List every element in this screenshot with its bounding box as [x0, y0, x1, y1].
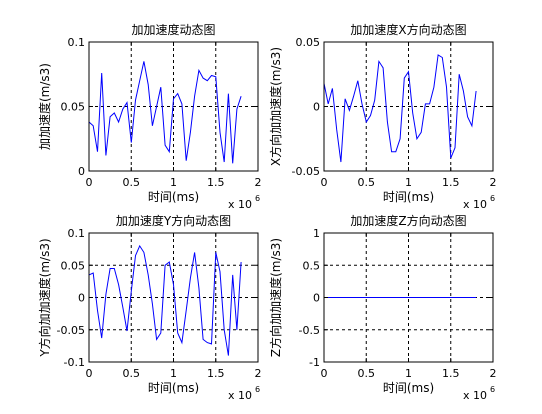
- y-tick-label: 0: [313, 101, 320, 114]
- data-series-line: [323, 54, 477, 163]
- chart-panel-3: 0 0.5 1 1.5 2 -0.1 -0.05 0 0.05 0.1 加加速度Y方向动态图时间(m…: [37, 213, 262, 402]
- y-tick-label: 0.5: [303, 259, 321, 272]
- x-multiplier-exponent: 6: [255, 385, 260, 394]
- y-tick-label: -0.1: [64, 356, 85, 369]
- chart-title: 加加速度Y方向动态图: [116, 213, 231, 228]
- y-tick-label: 0: [313, 292, 320, 305]
- y-tick-label: -0.5: [299, 324, 320, 337]
- x-tick-label: 1: [405, 367, 412, 380]
- data-series-line: [88, 61, 242, 164]
- y-axis-label: Z方向加加速度(m/s3): [268, 238, 283, 357]
- y-tick-label: -0.05: [292, 165, 320, 178]
- x-axis-multiplier: x 10 6: [463, 385, 495, 402]
- y-tick-label: 1: [313, 227, 320, 240]
- x-multiplier-base: x 10: [228, 198, 252, 211]
- y-tick-label: 0: [78, 292, 85, 305]
- y-tick-label: 0.05: [61, 101, 86, 114]
- y-axis-label: Y方向加加速度(m/s3): [37, 238, 52, 357]
- x-tick-label: 1: [170, 176, 177, 189]
- x-tick-label: 1: [170, 367, 177, 380]
- y-tick-label: 0.1: [68, 36, 86, 49]
- y-axis-label: 加加速度(m/s3): [37, 63, 52, 150]
- x-multiplier-base: x 10: [463, 389, 487, 402]
- chart-title: 加加速度X方向动态图: [350, 22, 466, 37]
- x-tick-label: 1.5: [442, 367, 460, 380]
- x-axis-multiplier: x 10 6: [463, 194, 495, 211]
- x-axis-multiplier: x 10 6: [228, 194, 260, 211]
- y-tick-label: 0.05: [296, 36, 321, 49]
- x-multiplier-base: x 10: [228, 389, 252, 402]
- x-axis-label: 时间(ms): [383, 190, 434, 204]
- chart-title: 加加速度动态图: [131, 22, 215, 37]
- y-tick-label: 0.1: [68, 227, 86, 240]
- x-tick-label: 0.5: [358, 176, 376, 189]
- x-tick-label: 0: [86, 176, 93, 189]
- x-axis-label: 时间(ms): [148, 381, 199, 395]
- y-tick-label: 0: [78, 165, 85, 178]
- x-multiplier-exponent: 6: [255, 194, 260, 203]
- x-tick-label: 1.5: [442, 176, 460, 189]
- x-multiplier-base: x 10: [463, 198, 487, 211]
- x-axis-label: 时间(ms): [148, 190, 199, 204]
- x-tick-label: 2: [255, 367, 262, 380]
- x-tick-label: 0.5: [123, 367, 141, 380]
- y-tick-label: -0.05: [57, 324, 85, 337]
- x-axis-multiplier: x 10 6: [228, 385, 260, 402]
- x-tick-label: 0.5: [358, 367, 376, 380]
- x-tick-label: 0: [321, 176, 328, 189]
- x-tick-label: 1: [405, 176, 412, 189]
- data-series-line: [88, 244, 242, 356]
- x-multiplier-exponent: 6: [490, 194, 495, 203]
- x-tick-label: 0.5: [123, 176, 141, 189]
- x-axis-label: 时间(ms): [383, 381, 434, 395]
- x-tick-label: 0: [321, 367, 328, 380]
- chart-title: 加加速度Z方向动态图: [350, 213, 466, 228]
- x-tick-label: 2: [490, 367, 497, 380]
- x-tick-label: 1.5: [207, 367, 225, 380]
- x-tick-label: 2: [490, 176, 497, 189]
- x-tick-label: 2: [255, 176, 262, 189]
- x-tick-label: 1.5: [207, 176, 225, 189]
- y-tick-label: -1: [309, 356, 320, 369]
- x-tick-label: 0: [86, 367, 93, 380]
- x-multiplier-exponent: 6: [490, 385, 495, 394]
- y-tick-label: 0.05: [61, 259, 86, 272]
- y-axis-label: X方向加加速度(m/s3): [268, 47, 283, 166]
